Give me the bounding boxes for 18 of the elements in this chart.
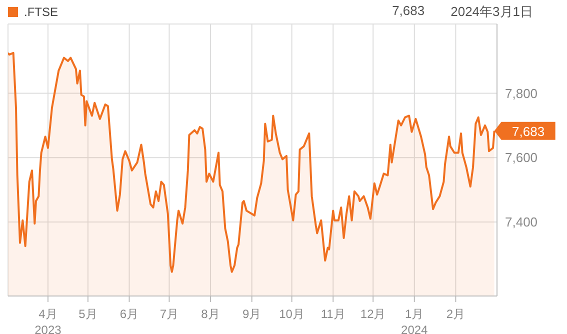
legend-label: .FTSE	[24, 5, 58, 19]
x-tick-label: 2月	[446, 307, 466, 321]
x-tick-label: 10月	[279, 307, 304, 321]
x-tick-label: 12月	[360, 307, 386, 321]
text: 2024年3月1日	[450, 3, 533, 21]
x-tick-label: 1月 2024	[401, 307, 428, 334]
y-tick-label: 7,400	[505, 214, 538, 230]
x-tick-label: 11月	[320, 307, 346, 321]
text: 7,683	[392, 3, 425, 20]
x-tick-label: 5月	[78, 307, 98, 321]
x-tick-label: 4月 2023	[34, 307, 62, 334]
x-tick-label: 7月	[160, 307, 179, 321]
x-tick-label: 8月	[201, 307, 220, 321]
x-tick-label: 9月	[242, 307, 262, 321]
y-tick-label: 7,800	[505, 86, 538, 101]
x-tick-label: 6月	[120, 307, 139, 321]
y-tick-label: 7,600	[505, 150, 538, 166]
data-label: 7,683	[512, 124, 545, 139]
